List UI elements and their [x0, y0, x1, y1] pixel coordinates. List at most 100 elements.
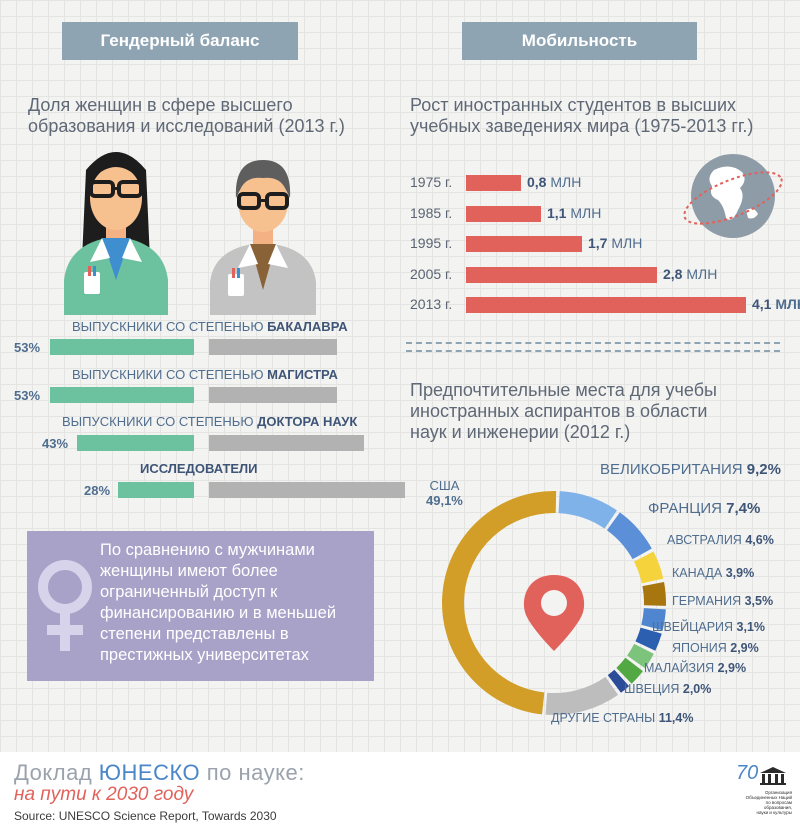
location-pin-icon — [523, 575, 585, 651]
row-doctor-men-bar — [209, 435, 364, 451]
donut-slice — [616, 657, 643, 684]
note-line: степени представлены в — [100, 625, 289, 643]
row-doctor-women-bar — [77, 435, 194, 451]
note-line: По сравнению с мужчинами — [100, 541, 315, 559]
donut-label-name: КАНАДА — [672, 566, 726, 580]
row-master-women-bar — [50, 387, 194, 403]
mobility-subtitle-line2: учебных заведениях мира (1975-2013 гг.) — [410, 116, 754, 136]
row-doctor-pct: 43% — [42, 436, 69, 451]
donut-label-value: 3,1% — [736, 620, 766, 634]
row-label-prefix: ВЫПУСКНИКИ СО СТЕПЕНЬЮ — [62, 414, 258, 429]
footer-title: Доклад ЮНЕСКО по науке: — [14, 760, 305, 786]
mobility-year-label: 2005 г. — [410, 266, 453, 282]
donut-label: АВСТРАЛИЯ 4,6% — [667, 533, 774, 547]
logo-number: 70 — [736, 762, 759, 784]
row-label-prefix: ВЫПУСКНИКИ СО СТЕПЕНЬЮ — [72, 319, 268, 334]
globe-icon — [683, 154, 783, 238]
mobility-value: 2,8 — [663, 266, 683, 282]
donut-label: МАЛАЙЗИЯ 2,9% — [644, 661, 746, 675]
footer-subtitle: на пути к 2030 году — [14, 784, 194, 805]
gender-subtitle: Доля женщин в сфере высшего образования … — [28, 95, 345, 137]
donut-label-name: АВСТРАЛИЯ — [667, 533, 746, 547]
row-researchers-men-bar — [209, 482, 405, 498]
donut-label: ШВЕЙЦАРИЯ 3,1% — [652, 620, 765, 634]
woman-scientist-icon — [64, 152, 168, 315]
destinations-subtitle-line2: иностранных аспирантов в области — [410, 401, 708, 421]
mobility-value: 4,1 — [752, 296, 772, 312]
mobility-value-label: 1,1 МЛН — [547, 205, 602, 221]
donut-slice — [545, 676, 619, 715]
donut-label-name: ДРУГИЕ СТРАНЫ — [551, 711, 659, 725]
donut-label-name: ШВЕЦИЯ — [624, 682, 683, 696]
mobility-value-label: 1,7 МЛН — [588, 235, 643, 251]
destinations-subtitle-line1: Предпочтительные места для учебы — [410, 380, 717, 400]
note-line: женщины имеют более — [100, 562, 278, 580]
row-bachelor-men-bar — [209, 339, 337, 355]
row-doctor-label: ВЫПУСКНИКИ СО СТЕПЕНЬЮ ДОКТОРА НАУК — [62, 414, 357, 429]
footer-title-brand: ЮНЕСКО — [98, 760, 201, 785]
row-bachelor-label: ВЫПУСКНИКИ СО СТЕПЕНЬЮ БАКАЛАВРА — [72, 319, 348, 334]
donut-slice — [642, 582, 666, 606]
donut-label-name: МАЛАЙЗИЯ — [644, 661, 718, 675]
tab-mobility: Мобильность — [462, 22, 697, 60]
donut-label: ФРАНЦИЯ 7,4% — [648, 500, 760, 517]
note-line: ограниченный доступ к — [100, 583, 278, 601]
footer-title-part: по науке: — [200, 760, 305, 785]
row-master-pct: 53% — [14, 388, 41, 403]
donut-label: ЯПОНИЯ 2,9% — [672, 641, 759, 655]
donut-label-value: 2,9% — [717, 661, 747, 675]
donut-label-value: 11,4% — [658, 711, 694, 725]
mobility-year-label: 1985 г. — [410, 205, 453, 221]
donut-label-name: США — [429, 478, 460, 493]
mobility-subtitle: Рост иностранных студентов в высших учеб… — [410, 95, 753, 137]
donut-label-name: ЯПОНИЯ — [672, 641, 731, 655]
donut-slice — [633, 551, 664, 584]
note-box: По сравнению с мужчинами женщины имеют б… — [27, 531, 374, 681]
mobility-bar — [466, 206, 541, 222]
row-researchers-women-bar — [118, 482, 194, 498]
footer-source: Source: UNESCO Science Report, Towards 2… — [14, 809, 277, 823]
donut-label: ДРУГИЕ СТРАНЫ 11,4% — [551, 711, 693, 725]
donut-label-value: 49,1% — [426, 493, 463, 508]
donut-label-value: 9,2% — [746, 461, 781, 478]
donut-slice — [558, 491, 617, 529]
donut-label-name: ГЕРМАНИЯ — [672, 594, 745, 608]
row-bachelor-pct: 53% — [14, 340, 41, 355]
mobility-value-label: 0,8 МЛН — [527, 174, 582, 190]
mobility-value: 1,7 — [588, 235, 608, 251]
logo-text-line: Объединенных Наций — [745, 795, 792, 800]
donut-label-value: 4,6% — [745, 533, 774, 547]
note-line: престижных университетах — [100, 646, 309, 664]
mobility-year-label: 1995 г. — [410, 235, 453, 251]
row-researchers-pct: 28% — [84, 483, 111, 498]
mobility-year-label: 2013 г. — [410, 296, 453, 312]
mobility-value: 1,1 — [547, 205, 567, 221]
logo-text-line: науки и культуры — [756, 810, 792, 815]
donut-label-name: ШВЕЙЦАРИЯ — [652, 620, 737, 634]
mobility-bar — [466, 267, 657, 283]
destinations-subtitle: Предпочтительные места для учебы иностра… — [410, 380, 717, 443]
logo-text-line: по вопросам образования, — [763, 800, 792, 810]
donut-label: США 49,1% — [426, 478, 463, 508]
footer-title-part: Доклад — [14, 760, 99, 785]
unesco-temple-icon — [760, 767, 786, 785]
mobility-subtitle-line1: Рост иностранных студентов в высших — [410, 95, 737, 115]
donut-slice — [607, 669, 630, 693]
mobility-bar — [466, 175, 521, 191]
donut-label: ГЕРМАНИЯ 3,5% — [672, 594, 773, 608]
donut-label: КАНАДА 3,9% — [672, 566, 754, 580]
logo-text-line: Организация — [764, 790, 792, 795]
mobility-value-label: 4,1 МЛН — [752, 296, 800, 312]
donut-slice — [441, 491, 557, 715]
donut-label: ВЕЛИКОБРИТАНИЯ 9,2% — [600, 461, 781, 478]
destinations-donut-chart — [441, 491, 666, 715]
donut-label-value: 3,5% — [744, 594, 774, 608]
note-line: финансированию и в меньшей — [100, 604, 337, 622]
logo-text: Организация Объединенных Наций по вопрос… — [738, 790, 792, 815]
row-master-label: ВЫПУСКНИКИ СО СТЕПЕНЬЮ МАГИСТРА — [72, 367, 338, 382]
mobility-year-label: 1975 г. — [410, 174, 453, 190]
note-text: По сравнению с мужчинами женщины имеют б… — [100, 540, 370, 666]
unesco-logo: 70 Организация Объединенных Наций по воп… — [736, 762, 792, 822]
mobility-bar — [466, 297, 746, 313]
donut-label-name: ВЕЛИКОБРИТАНИЯ — [600, 461, 747, 478]
